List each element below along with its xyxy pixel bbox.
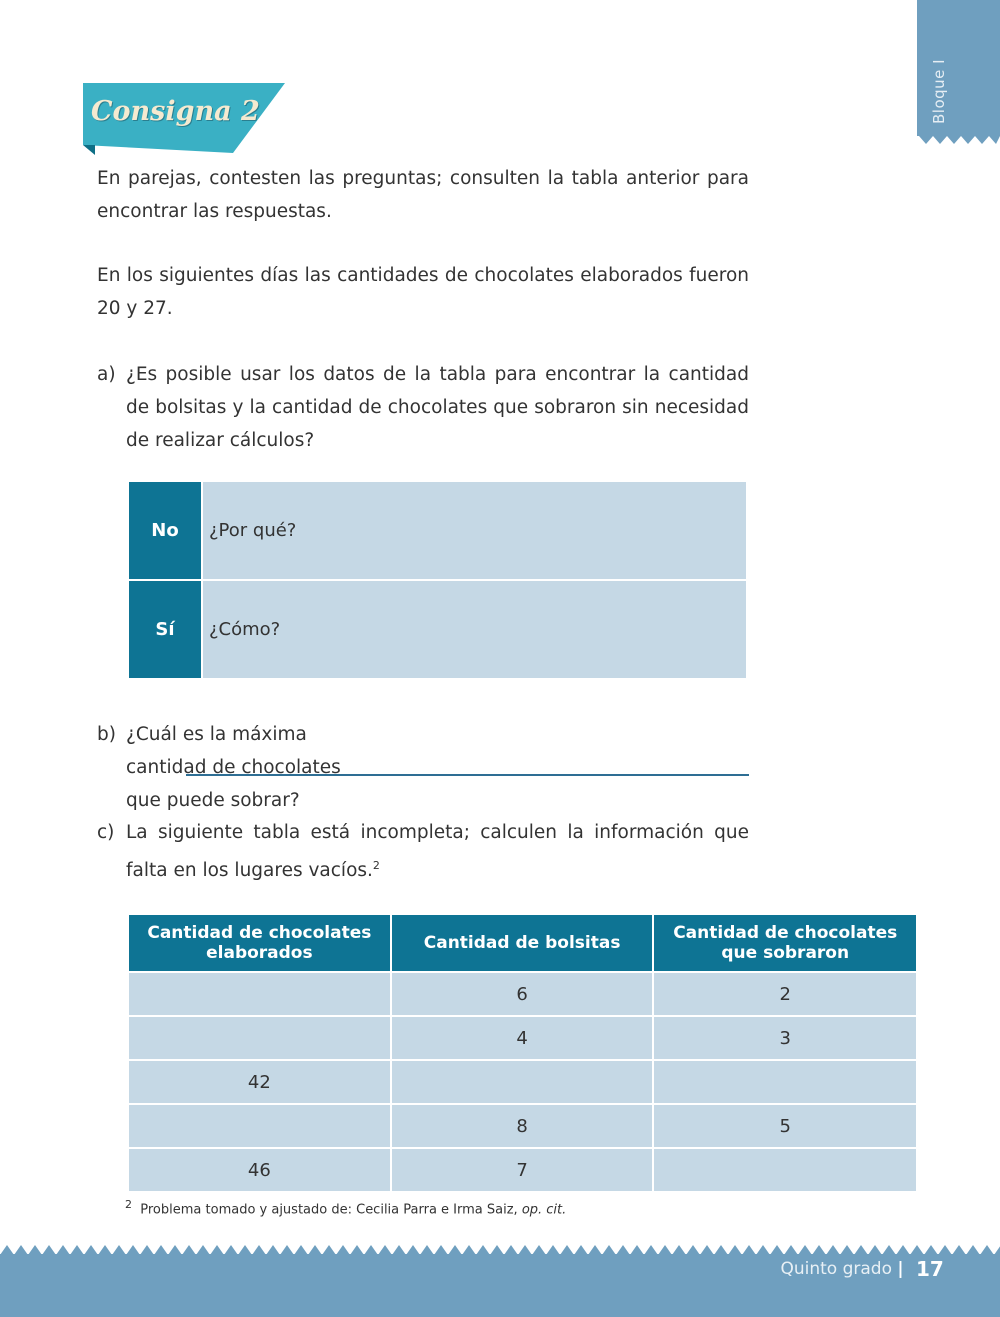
table-cell: 7 [389,1147,655,1193]
table-cell[interactable] [389,1059,655,1105]
table-row: No ¿Por qué? [127,480,748,581]
table-cell: 3 [652,1015,918,1061]
answer-table-a: No ¿Por qué? Sí ¿Cómo? [127,480,748,680]
footnote: 2 Problema tomado y ajustado de: Cecilia… [125,1198,566,1217]
table-cell: 46 [127,1147,392,1193]
table-cell[interactable] [127,1103,392,1149]
section-title: Consigna 2 [91,96,260,127]
question-b-text: ¿Cuál es la máxima cantidad de chocolate… [126,718,376,817]
table-header-row: Cantidad de chocolates elaborados Cantid… [127,913,918,973]
block-label: Bloque I [930,58,948,124]
table-row: Sí ¿Cómo? [127,579,748,680]
table-cell: 5 [652,1103,918,1149]
table-cell: 42 [127,1059,392,1105]
question-a-text: ¿Es posible usar los datos de la tabla p… [126,364,749,451]
table-cell: 6 [389,971,655,1017]
table-cell: 2 [652,971,918,1017]
footer-band [0,1254,1000,1317]
answer-cell-yes[interactable]: ¿Cómo? [201,579,748,680]
intro-paragraph: En los siguientes días las cantidades de… [97,265,749,319]
footnote-ref: 2 [372,859,380,872]
block-tab [917,0,1000,136]
table-row: 46 7 [127,1147,918,1193]
table-cell: 4 [389,1015,655,1061]
table-cell: 8 [389,1103,655,1149]
table-cell[interactable] [652,1059,918,1105]
section-banner [83,83,285,155]
header-cell: Cantidad de chocolates elaborados [127,913,392,973]
question-c-text: La siguiente tabla está incompleta; calc… [126,816,749,887]
grade-label: Quinto grado [780,1259,892,1279]
question-a-label: a) [97,364,116,385]
table-cell[interactable] [127,971,392,1017]
question-c-body: La siguiente tabla está incompleta; calc… [126,822,749,882]
footer-zigzag [0,1245,1000,1255]
option-no: No [127,480,203,581]
footnote-mark: 2 [125,1198,132,1211]
header-cell: Cantidad de bolsitas [389,913,655,973]
chocolates-table: Cantidad de chocolates elaborados Cantid… [127,913,918,1193]
option-yes: Sí [127,579,203,680]
table-row: 42 [127,1059,918,1105]
question-b-label: b) [97,724,116,745]
footnote-text: Problema tomado y ajustado de: Cecilia P… [140,1202,522,1218]
table-cell[interactable] [127,1015,392,1061]
footer-grade: Quinto grado | [780,1259,904,1279]
tab-zigzag [917,136,1000,144]
intro-paragraph: En parejas, contesten las preguntas; con… [97,168,749,222]
question-c-label: c) [97,822,115,843]
table-cell[interactable] [652,1147,918,1193]
footnote-cite: op. cit. [521,1202,567,1218]
page-number: 17 [916,1257,944,1281]
answer-line-b[interactable] [186,774,749,776]
question-b-body: ¿Cuál es la máxima cantidad de chocolate… [126,724,341,811]
answer-cell-no[interactable]: ¿Por qué? [201,480,748,581]
header-cell: Cantidad de chocolates que sobraron [652,913,918,973]
